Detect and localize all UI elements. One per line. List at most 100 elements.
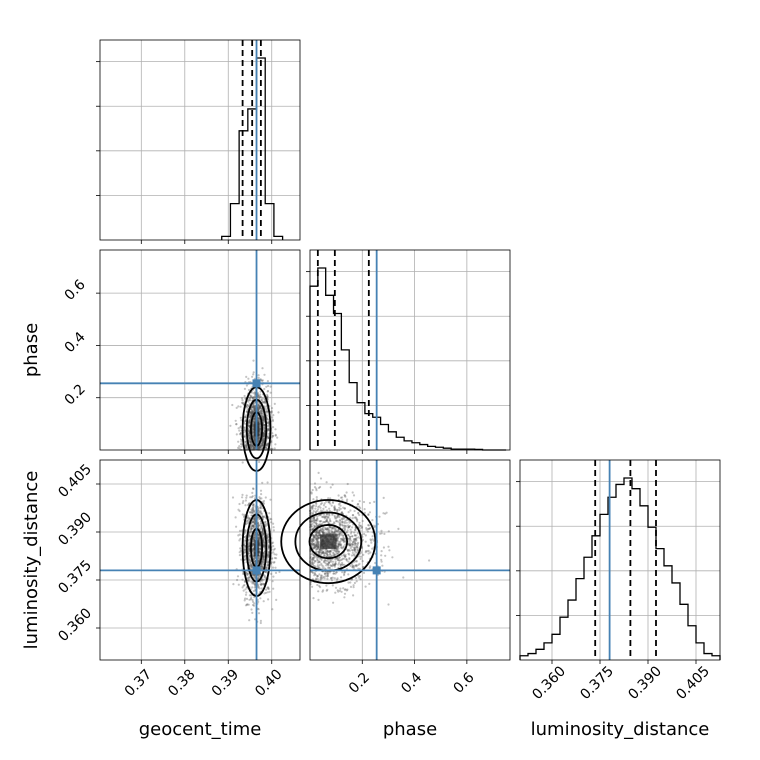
scatter-point [258,445,261,448]
scatter-point [259,511,262,515]
scatter-point [261,516,264,519]
scatter-point [251,431,254,434]
scatter-point [249,411,252,414]
scatter-point [338,533,341,536]
scatter-point [250,527,253,531]
scatter-point [245,410,249,413]
scatter-point [267,429,270,432]
scatter-point [263,373,266,376]
scatter-point [266,436,269,439]
scatter-point [250,415,253,418]
scatter-point [351,514,354,517]
scatter-point [259,422,262,425]
scatter-point [337,550,340,553]
scatter-point [260,395,263,399]
scatter-point [258,548,261,551]
panel-frame [99,249,301,451]
scatter-point [327,563,330,566]
scatter-point [248,425,251,428]
scatter-point [274,434,277,437]
scatter-point [323,577,326,580]
scatter-point [249,440,252,443]
scatter-point [312,597,315,600]
scatter-point [244,419,247,422]
scatter-point [261,379,264,382]
scatter-point [272,426,275,429]
scatter-point [272,548,275,551]
scatter-point [251,424,254,427]
scatter-point [237,446,240,449]
scatter-point [251,375,254,378]
scatter-point [350,554,353,557]
scatter-point [261,414,264,417]
scatter-point [253,510,256,513]
scatter-point [263,424,266,427]
scatter-point [259,390,262,393]
scatter-point [249,496,252,499]
scatter-point [253,582,256,586]
scatter-point [251,396,254,399]
scatter-point [251,424,254,427]
scatter-point [330,526,333,529]
scatter-point [237,427,240,430]
scatter-point [253,439,256,442]
y-tick-label: 0.360 [55,605,95,645]
scatter-point [328,528,331,532]
scatter-point [265,408,268,411]
scatter-point [260,409,263,412]
scatter-point [245,572,248,575]
scatter-point [231,403,234,407]
scatter-point [362,500,366,504]
scatter-point [257,417,260,420]
scatter-point [258,427,261,430]
scatter-point [367,513,370,516]
scatter-point [251,444,254,447]
scatter-point [380,554,383,557]
scatter-point [271,416,274,419]
scatter-point [259,427,262,430]
scatter-point [253,437,257,441]
scatter-point [253,534,256,537]
scatter-point [312,510,315,513]
scatter-point [239,432,242,435]
scatter-point [241,493,244,496]
scatter-point [267,540,270,544]
scatter-point [334,553,337,556]
scatter-point [268,590,271,593]
scatter-point [344,495,347,498]
scatter-point [313,544,316,547]
scatter-point [259,541,262,544]
scatter-point [259,443,262,446]
scatter-point [258,436,261,439]
scatter-point [354,534,357,537]
scatter-point [260,408,263,411]
scatter-point [259,597,262,600]
scatter-point [249,511,252,514]
scatter-point [257,374,260,377]
scatter-point [257,446,260,449]
scatter-point [313,486,317,489]
scatter-point [239,438,243,441]
scatter-point [259,427,262,430]
scatter-point [248,436,251,439]
scatter-point [312,537,315,540]
scatter-point [229,424,232,427]
scatter-point [330,530,334,533]
scatter-point [258,429,261,432]
scatter-point [251,405,254,408]
scatter-point [264,591,267,595]
scatter-point [248,441,251,444]
scatter-point [270,411,273,414]
scatter-point [257,395,260,398]
scatter-point [327,571,330,575]
scatter-point [260,566,263,569]
scatter-point [253,438,256,441]
scatter-point [248,594,251,597]
x-axis-label-phase: phase [383,719,437,740]
scatter-point [263,574,266,578]
scatter-point [270,407,274,410]
scatter-point [251,511,254,514]
scatter-point [247,422,251,425]
scatter-point [241,578,244,581]
scatter-point [247,516,250,519]
